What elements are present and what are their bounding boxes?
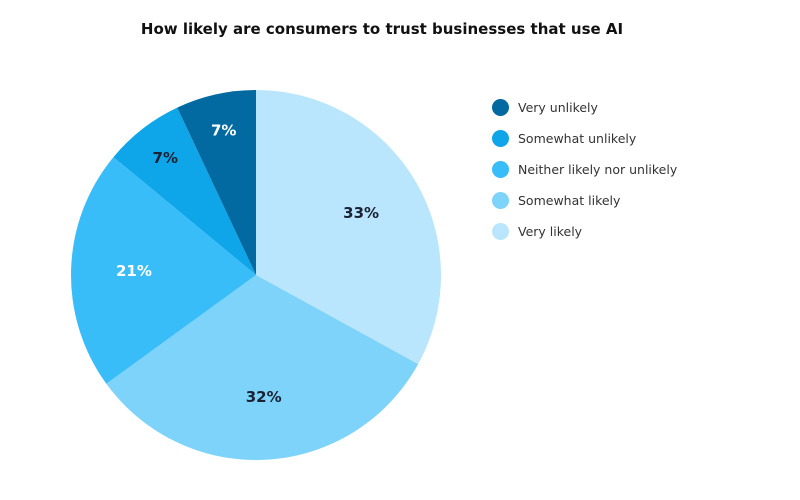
legend: Very unlikely Somewhat unlikely Neither li… [492, 92, 677, 247]
legend-label-1: Somewhat unlikely [518, 131, 637, 146]
legend-swatch-3 [492, 192, 509, 209]
slice-label-4: 7% [211, 122, 236, 140]
slice-label-3: 7% [153, 149, 178, 167]
pie-slice-4 [177, 90, 256, 275]
legend-label-2: Neither likely nor unlikely [518, 162, 678, 177]
legend-item-3: Somewhat likely [492, 185, 677, 216]
legend-swatch-4 [492, 223, 509, 240]
legend-item-4: Very likely [492, 216, 677, 247]
legend-swatch-1 [492, 130, 509, 147]
legend-swatch-2 [492, 161, 509, 178]
legend-label-0: Very unlikely [518, 100, 598, 115]
legend-label-3: Somewhat likely [518, 193, 621, 208]
pie-slice-3 [113, 107, 256, 275]
legend-swatch-0 [492, 99, 509, 116]
legend-item-1: Somewhat unlikely [492, 123, 677, 154]
pie-slice-0 [256, 90, 441, 365]
pie-slice-2 [71, 157, 257, 384]
legend-label-4: Very likely [518, 224, 583, 239]
slice-label-0: 33% [343, 204, 379, 222]
pie-slice-1 [106, 275, 419, 461]
legend-item-2: Neither likely nor unlikely [492, 154, 677, 185]
chart-title: How likely are consumers to trust busine… [140, 20, 624, 38]
slice-label-2: 21% [116, 262, 152, 280]
slice-label-1: 32% [246, 388, 282, 406]
legend-item-0: Very unlikely [492, 92, 677, 123]
